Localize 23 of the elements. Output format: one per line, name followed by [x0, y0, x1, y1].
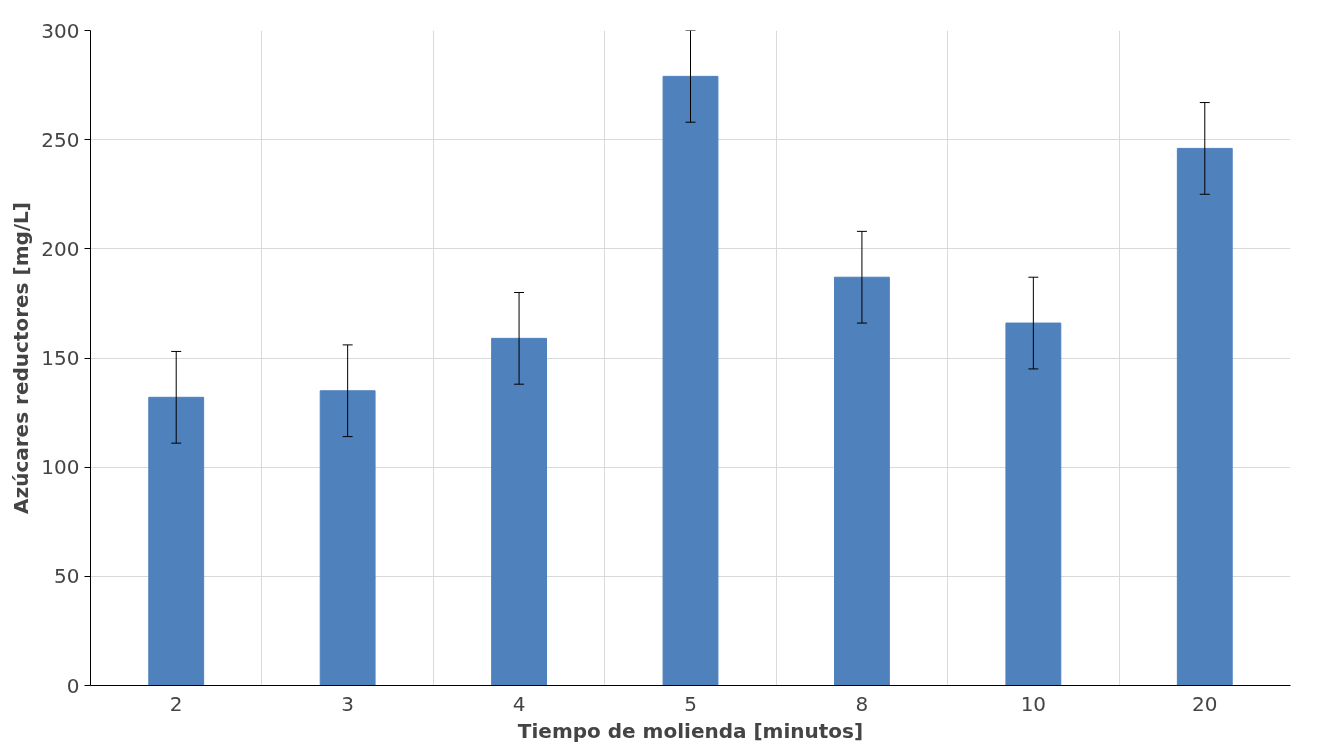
y-tick-label: 250: [41, 127, 80, 152]
bar: [1176, 147, 1233, 686]
bar: [148, 396, 205, 686]
y-tick-label: 0: [66, 673, 80, 698]
x-tick-label: 10: [1020, 691, 1047, 716]
x-tick-label: 8: [855, 691, 869, 716]
x-axis-title: Tiempo de molienda [minutos]: [517, 718, 864, 743]
bar: [1005, 322, 1062, 686]
bar: [662, 75, 719, 686]
y-axis-title: Azúcares reductores [mg/L]: [9, 202, 34, 514]
x-tick-label: 2: [169, 691, 183, 716]
y-tick-label: 50: [54, 564, 80, 589]
x-tick-label: 20: [1192, 691, 1218, 716]
bar: [319, 390, 376, 686]
bar: [834, 276, 890, 686]
bar: [491, 337, 547, 686]
y-tick-label: 200: [41, 236, 80, 261]
y-tick-label: 100: [41, 455, 80, 480]
x-tick-label: 3: [341, 691, 355, 716]
y-tick-label: 300: [41, 18, 80, 43]
x-tick-label: 5: [684, 691, 697, 716]
x-tick-label: 4: [512, 691, 526, 716]
y-tick-label: 150: [41, 346, 80, 370]
